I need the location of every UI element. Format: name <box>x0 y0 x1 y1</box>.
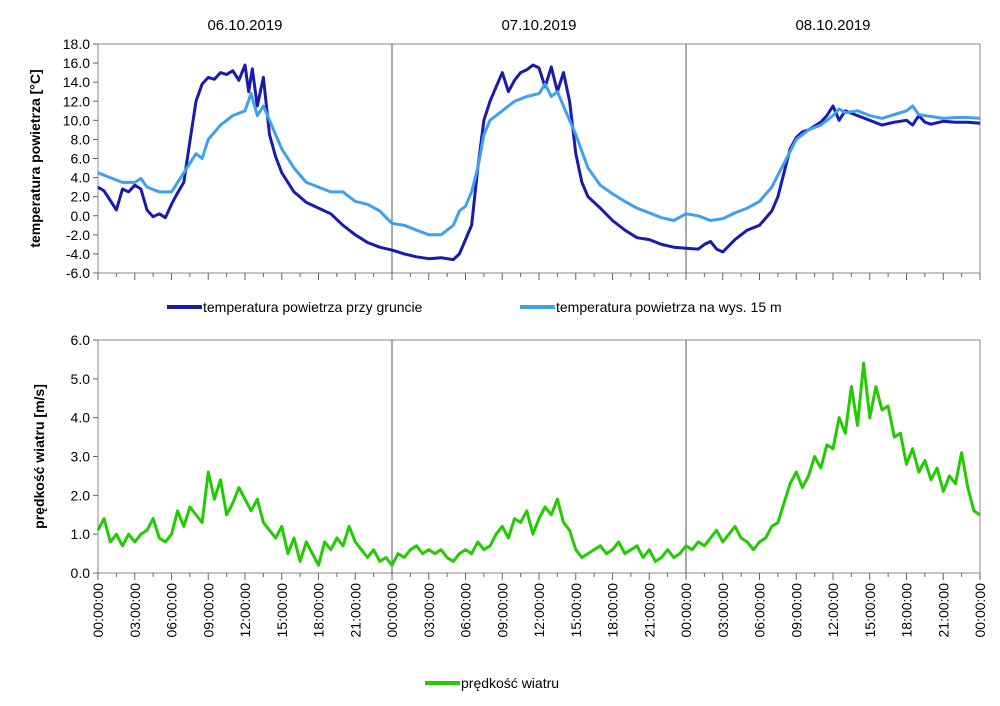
wind-speed-chart: 0.0 1.0 2.0 3.0 4.0 5.0 6.0 prędkość wiatru [m/… <box>31 332 988 691</box>
x-tick-label: 00:00:00 <box>678 583 694 638</box>
x-tick-label: 06:00:00 <box>164 583 180 638</box>
date-header: 07.10.2019 <box>501 17 576 34</box>
y-tick-label: 2.0 <box>71 487 91 503</box>
x-tick-label: 03:00:00 <box>715 583 731 638</box>
x-tick-label: 12:00:00 <box>825 583 841 638</box>
x-tick-label: 06:00:00 <box>458 583 474 638</box>
x-tick-label: 18:00:00 <box>605 583 621 638</box>
x-tick-label: 00:00:00 <box>384 583 400 638</box>
y-tick-label: 18.0 <box>63 36 90 52</box>
plot-area <box>97 339 981 574</box>
plot-area <box>97 43 981 274</box>
y-tick-label: 4.0 <box>71 170 91 186</box>
y-tick-label: 6.0 <box>71 332 91 348</box>
temperature-chart: -6.0 -4.0 -2.0 0.0 2.0 4.0 6.0 8.0 10.0 12.0 14.0 1… <box>27 17 981 315</box>
y-tick-label: 1.0 <box>71 526 91 542</box>
x-tick-label: 09:00:00 <box>494 583 510 638</box>
x-tick-label: 03:00:00 <box>127 583 143 638</box>
x-tick-label: 00:00:00 <box>90 583 106 638</box>
x-tick-label: 15:00:00 <box>862 583 878 638</box>
x-tick-label: 00:00:00 <box>972 583 988 638</box>
y-tick-label: 12.0 <box>63 93 90 109</box>
date-header: 08.10.2019 <box>795 17 870 34</box>
y-tick-label: 8.0 <box>71 131 91 147</box>
x-tick-label: 12:00:00 <box>531 583 547 638</box>
x-tick-label: 21:00:00 <box>347 583 363 638</box>
y-tick-label: -4.0 <box>66 246 90 262</box>
y-tick-label: 14.0 <box>63 74 90 90</box>
x-tick-label: 15:00:00 <box>568 583 584 638</box>
legend-label: temperatura powietrza na wys. 15 m <box>556 299 782 315</box>
y-tick-label: 10.0 <box>63 112 90 128</box>
x-tick-label: 09:00:00 <box>788 583 804 638</box>
y-tick-label: 5.0 <box>71 371 91 387</box>
x-tick-label: 03:00:00 <box>421 583 437 638</box>
x-tick-label: 12:00:00 <box>237 583 253 638</box>
series-line-2 <box>97 82 981 237</box>
x-tick-label: 21:00:00 <box>935 583 951 638</box>
y-tick-label: 6.0 <box>71 151 91 167</box>
x-tick-label: 15:00:00 <box>274 583 290 638</box>
legend-label: temperatura powietrza przy gruncie <box>203 299 423 315</box>
y-axis-label: prędkość wiatru [m/s] <box>31 384 47 529</box>
x-tick-label: 21:00:00 <box>641 583 657 638</box>
y-tick-label: 2.0 <box>71 189 91 205</box>
y-tick-label: 0.0 <box>71 565 91 581</box>
x-tick-label: 09:00:00 <box>200 583 216 638</box>
x-tick-label: 06:00:00 <box>752 583 768 638</box>
y-tick-label: 4.0 <box>71 410 91 426</box>
y-tick-label: 3.0 <box>71 449 91 465</box>
x-tick-label: 18:00:00 <box>899 583 915 638</box>
y-tick-label: -2.0 <box>66 227 90 243</box>
y-tick-label: 16.0 <box>63 55 90 71</box>
y-tick-label: -6.0 <box>66 265 90 281</box>
legend-label: prędkość wiatru <box>461 675 559 691</box>
y-tick-label: 0.0 <box>71 208 91 224</box>
y-axis-label: temperatura powietrza [°C] <box>27 69 43 247</box>
x-tick-label: 18:00:00 <box>311 583 327 638</box>
series-line-1 <box>96 361 981 567</box>
date-header: 06.10.2019 <box>207 17 282 34</box>
